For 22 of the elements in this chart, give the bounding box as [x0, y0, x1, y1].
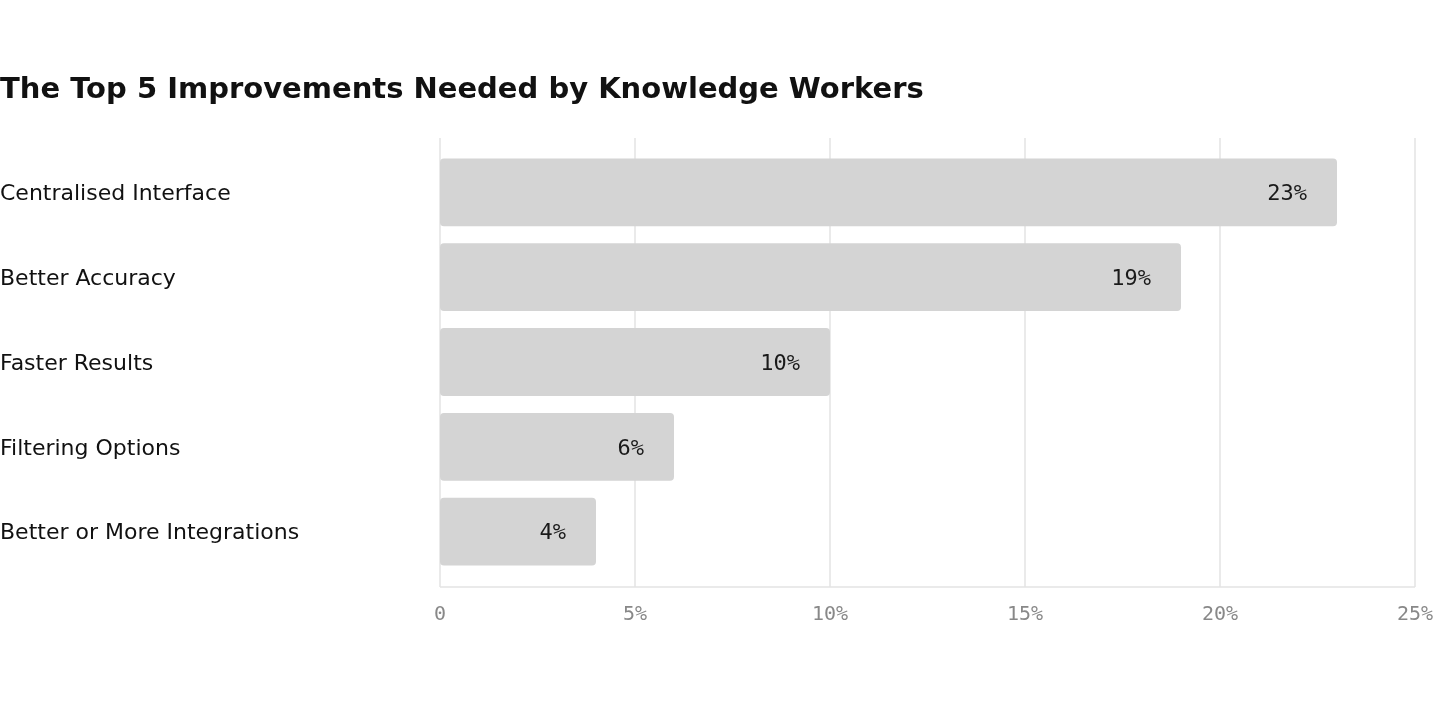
- y-tick-label: Faster Results: [0, 349, 154, 375]
- y-tick-label: Better or More Integrations: [0, 519, 300, 545]
- x-tick-label: 0: [433, 601, 447, 625]
- data-label: 19%: [1111, 264, 1151, 290]
- x-tick-label: 5%: [622, 601, 648, 625]
- x-tick-label: 25%: [1396, 601, 1434, 625]
- data-label: 6%: [617, 434, 644, 460]
- bar: [440, 412, 674, 481]
- chart-title: The Top 5 Improvements Needed by Knowledge Workers: [0, 71, 924, 105]
- data-label: 4%: [539, 519, 566, 545]
- y-tick-label: Filtering Options: [0, 434, 181, 460]
- data-label: 23%: [1267, 180, 1307, 206]
- x-tick-label: 10%: [811, 601, 849, 625]
- y-tick-label: Better Accuracy: [0, 264, 176, 290]
- x-tick-label: 15%: [1006, 601, 1044, 625]
- bar: [440, 243, 1181, 312]
- bar: [440, 497, 596, 566]
- data-label: 10%: [760, 349, 800, 375]
- bar: [440, 158, 1337, 227]
- x-tick-label: 20%: [1201, 601, 1239, 625]
- y-tick-label: Centralised Interface: [0, 180, 231, 206]
- bar: [440, 328, 830, 396]
